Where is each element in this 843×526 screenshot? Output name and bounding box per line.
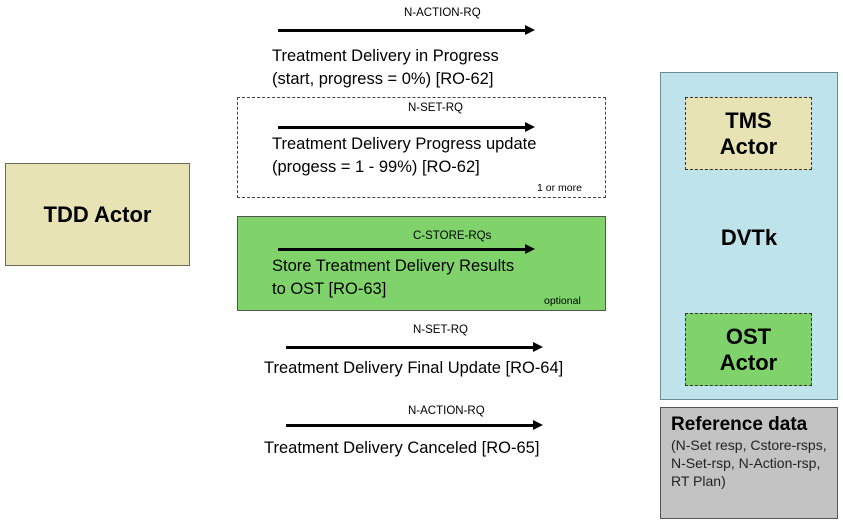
tdd-actor-box: TDD Actor: [5, 163, 190, 266]
message-4-arrow: [286, 342, 543, 352]
reference-data-box: Reference data (N-Set resp, Cstore-rsps,…: [660, 407, 838, 519]
message-5-label: N-ACTION-RQ: [408, 405, 485, 417]
message-1-line2: (start, progress = 0%) [RO-62]: [272, 70, 494, 88]
message-3-note: optional: [544, 295, 581, 307]
message-1-description: Treatment Delivery in Progress (start, p…: [272, 45, 499, 91]
message-2-note: 1 or more: [537, 182, 582, 194]
reference-data-title: Reference data: [671, 414, 808, 435]
message-2-arrow: [278, 122, 535, 132]
message-2-line2: (progess = 1 - 99%) [RO-62]: [272, 158, 480, 176]
message-5-line1: Treatment Delivery Canceled [RO-65]: [264, 439, 540, 457]
dvtk-label: DVTk: [720, 225, 778, 250]
message-2-line1: Treatment Delivery Progress update: [272, 135, 537, 153]
message-1-line1: Treatment Delivery in Progress: [272, 47, 499, 65]
message-1-label: N-ACTION-RQ: [404, 7, 481, 19]
ost-actor-box: OST Actor: [685, 313, 812, 386]
message-3-arrow: [278, 244, 535, 254]
tdd-actor-label: TDD Actor: [43, 201, 152, 227]
progress-update-group: [237, 97, 606, 198]
message-2-label: N-SET-RQ: [408, 102, 463, 114]
message-3-line1: Store Treatment Delivery Results: [272, 257, 515, 275]
message-1-arrow: [278, 25, 535, 35]
ost-actor-label-line1: OST: [725, 323, 772, 349]
message-3-description: Store Treatment Delivery Results to OST …: [272, 255, 514, 301]
message-4-description: Treatment Delivery Final Update [RO-64]: [264, 357, 563, 380]
message-3-label: C-STORE-RQs: [413, 230, 492, 242]
message-4-line1: Treatment Delivery Final Update [RO-64]: [264, 359, 564, 377]
message-3-line2: to OST [RO-63]: [272, 280, 387, 298]
tms-actor-label-line1: TMS: [725, 107, 772, 133]
ost-actor-label-line2: Actor: [719, 349, 778, 375]
message-5-arrow: [286, 420, 543, 430]
message-4-label: N-SET-RQ: [413, 324, 468, 336]
reference-data-body: (N-Set resp, Cstore-rsps, N-Set-rsp, N-A…: [671, 437, 827, 489]
tms-actor-label-line2: Actor: [719, 133, 778, 159]
message-5-description: Treatment Delivery Canceled [RO-65]: [264, 437, 539, 460]
message-2-description: Treatment Delivery Progress update (prog…: [272, 133, 536, 179]
tms-actor-box: TMS Actor: [685, 97, 812, 170]
store-results-group: [237, 216, 606, 311]
